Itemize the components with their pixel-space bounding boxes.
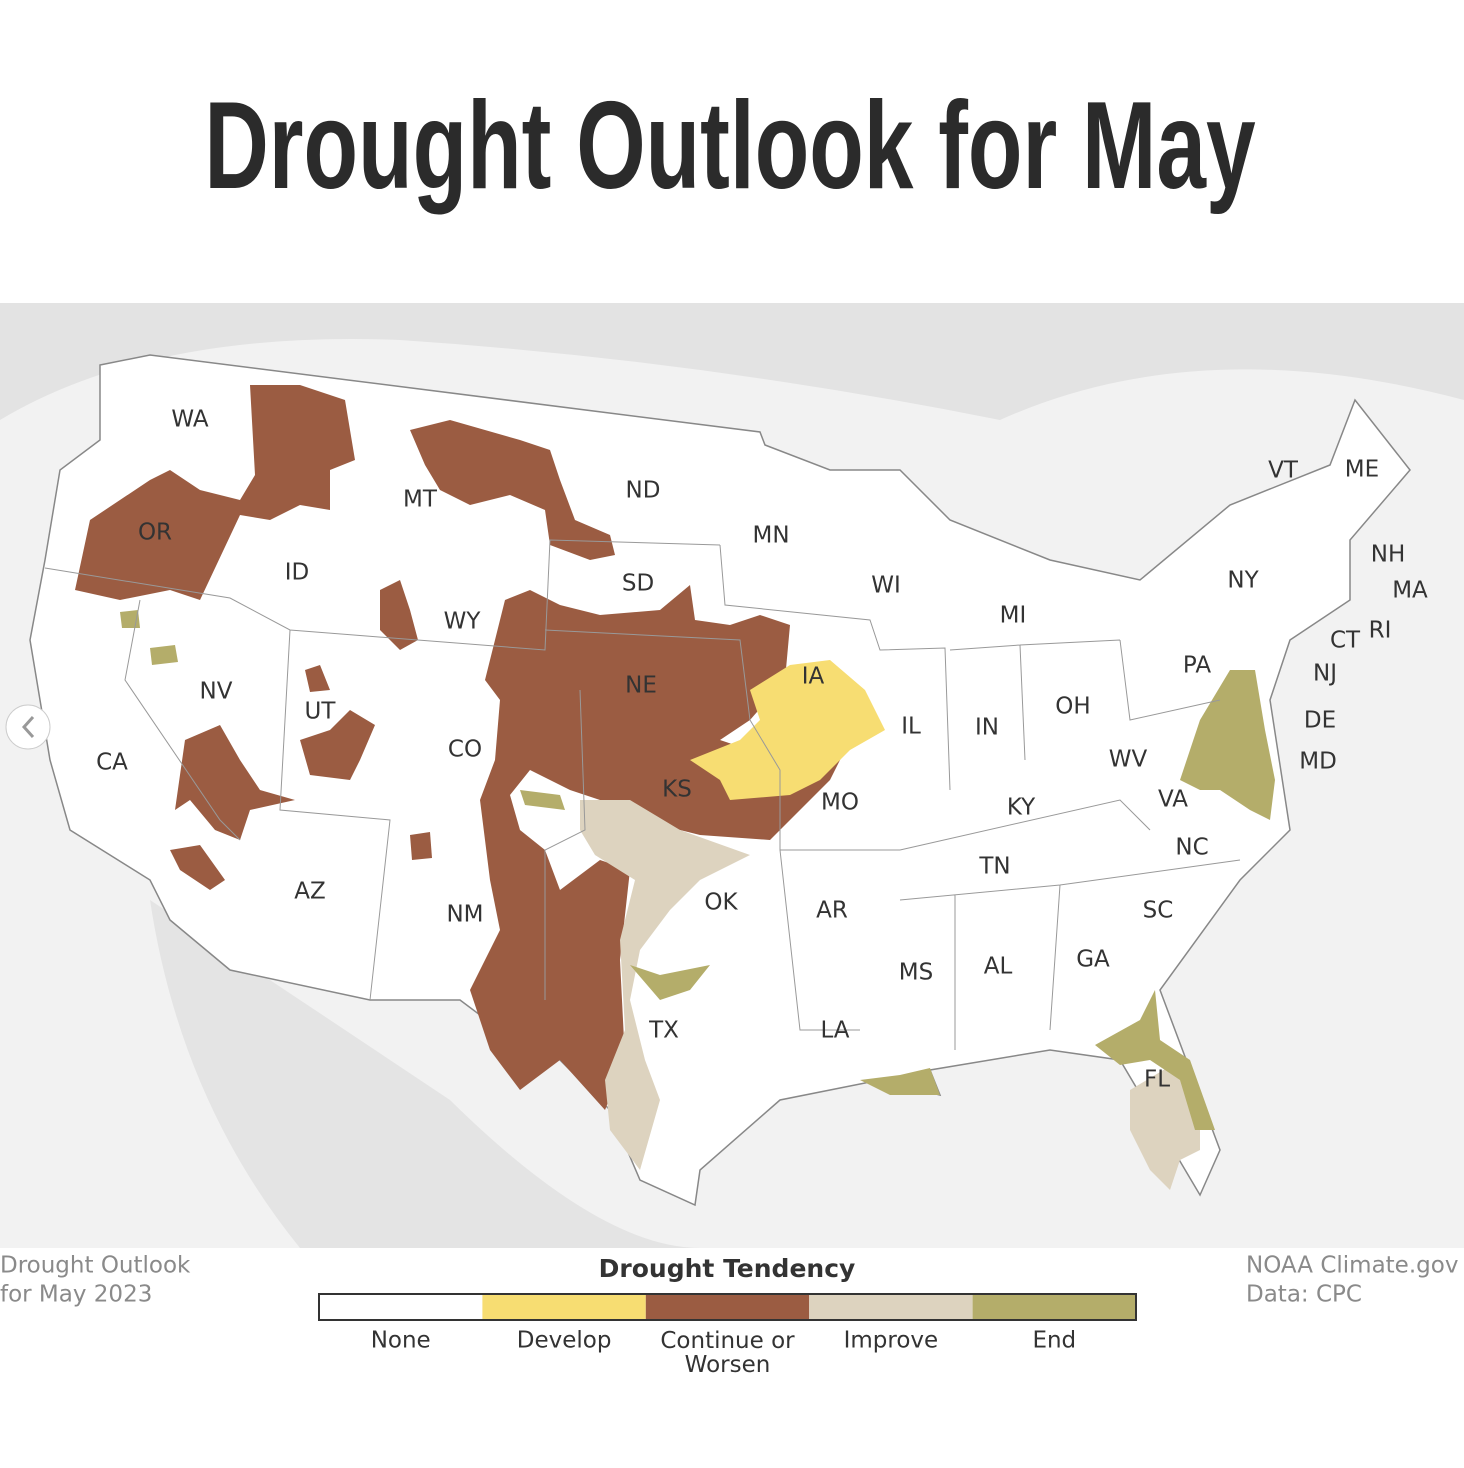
drought-region xyxy=(170,845,225,890)
state-label: TX xyxy=(648,1018,679,1044)
state-label: KS xyxy=(662,777,692,803)
state-label: LA xyxy=(820,1018,849,1044)
state-label: IL xyxy=(901,714,921,740)
credit-left-line2: for May 2023 xyxy=(0,1282,152,1308)
drought-region xyxy=(860,1068,940,1095)
state-label: NV xyxy=(200,679,233,705)
state-label: ND xyxy=(626,478,661,504)
drought-region xyxy=(150,645,178,665)
state-label: ID xyxy=(285,560,310,586)
drought-regions xyxy=(75,385,1275,1190)
state-label: VA xyxy=(1158,787,1188,813)
legend-label: Improve xyxy=(844,1328,939,1354)
state-label: WI xyxy=(871,573,901,599)
legend-swatch xyxy=(319,1294,483,1320)
state-label: GA xyxy=(1076,947,1110,973)
drought-region xyxy=(175,725,295,840)
drought-region xyxy=(690,660,885,800)
state-label: MD xyxy=(1299,749,1337,775)
drought-region xyxy=(470,585,850,1110)
legend: None Develop Continue or Worsen Improve End xyxy=(318,1293,1137,1378)
title: Drought Outlook for May xyxy=(204,75,1255,214)
state-labels: WA OR CA ID NV MT WY UT AZ CO NM ND SD NE KS OK TX MN IA MO… xyxy=(96,407,1428,1093)
drought-region xyxy=(410,832,432,860)
legend-label: None xyxy=(371,1328,431,1354)
drought-region xyxy=(630,965,710,1000)
drought-region xyxy=(580,800,750,1170)
drought-region xyxy=(305,665,330,692)
credit-left-line1: Drought Outlook xyxy=(0,1253,191,1279)
state-label: TN xyxy=(978,854,1010,880)
state-label: OH xyxy=(1055,694,1090,720)
land-mexico xyxy=(150,900,700,1248)
drought-region xyxy=(1130,1060,1200,1190)
state-label: WA xyxy=(171,407,208,433)
drought-region xyxy=(410,420,615,560)
state-label: DE xyxy=(1304,708,1336,734)
state-label: MT xyxy=(403,487,438,513)
state-label: NJ xyxy=(1313,661,1337,687)
state-label: NH xyxy=(1371,542,1406,568)
legend-swatch xyxy=(482,1294,646,1320)
state-label: FL xyxy=(1144,1067,1170,1093)
state-label: UT xyxy=(305,699,337,725)
state-label: MI xyxy=(1000,603,1027,629)
drought-region xyxy=(75,385,355,600)
state-label: RI xyxy=(1369,618,1392,644)
legend-swatch xyxy=(645,1294,810,1320)
state-label: IA xyxy=(802,664,825,690)
state-label: MN xyxy=(752,523,789,549)
land-canada xyxy=(0,303,1464,420)
legend-label: Develop xyxy=(517,1328,612,1354)
state-label: SC xyxy=(1143,898,1174,924)
state-label: VT xyxy=(1268,458,1299,484)
state-label: MA xyxy=(1392,578,1428,604)
drought-region xyxy=(1095,990,1215,1130)
state-label: OR xyxy=(138,520,172,546)
drought-region xyxy=(520,790,565,810)
drought-region xyxy=(120,610,140,628)
state-label: PA xyxy=(1183,653,1211,679)
state-label: NY xyxy=(1227,568,1259,594)
legend-swatch xyxy=(972,1294,1136,1320)
credit-right-line2: Data: CPC xyxy=(1246,1282,1362,1308)
legend-label: Continue or Worsen xyxy=(660,1328,795,1378)
legend-border xyxy=(318,1293,1137,1321)
drought-region xyxy=(380,580,418,650)
credit-right-line1: NOAA Climate.gov xyxy=(1246,1253,1458,1279)
state-label: ME xyxy=(1345,457,1379,483)
carousel-prev-button[interactable] xyxy=(5,704,51,750)
legend-swatch xyxy=(809,1294,973,1320)
state-label: AZ xyxy=(294,879,326,905)
state-label: CO xyxy=(448,737,482,763)
state-borders xyxy=(44,539,1241,1050)
state-label: CA xyxy=(96,750,128,776)
drought-region xyxy=(1180,670,1275,820)
state-label: WY xyxy=(444,609,482,635)
state-label: NC xyxy=(1175,835,1208,861)
legend-label: End xyxy=(1032,1328,1076,1354)
state-label: MS xyxy=(899,960,933,986)
state-label: NM xyxy=(446,902,483,928)
drought-region xyxy=(300,710,375,780)
state-label: AL xyxy=(984,954,1013,980)
state-label: OK xyxy=(704,890,738,916)
state-label: WV xyxy=(1109,747,1148,773)
state-label: NE xyxy=(625,673,657,699)
state-label: CT xyxy=(1330,628,1361,654)
state-label: SD xyxy=(622,571,654,597)
state-label: IN xyxy=(975,715,999,741)
carousel-prev-icon xyxy=(21,715,35,739)
state-label: AR xyxy=(816,898,848,924)
state-label: KY xyxy=(1007,795,1036,821)
state-label: MO xyxy=(821,790,859,816)
legend-title: Drought Tendency xyxy=(599,1254,856,1283)
